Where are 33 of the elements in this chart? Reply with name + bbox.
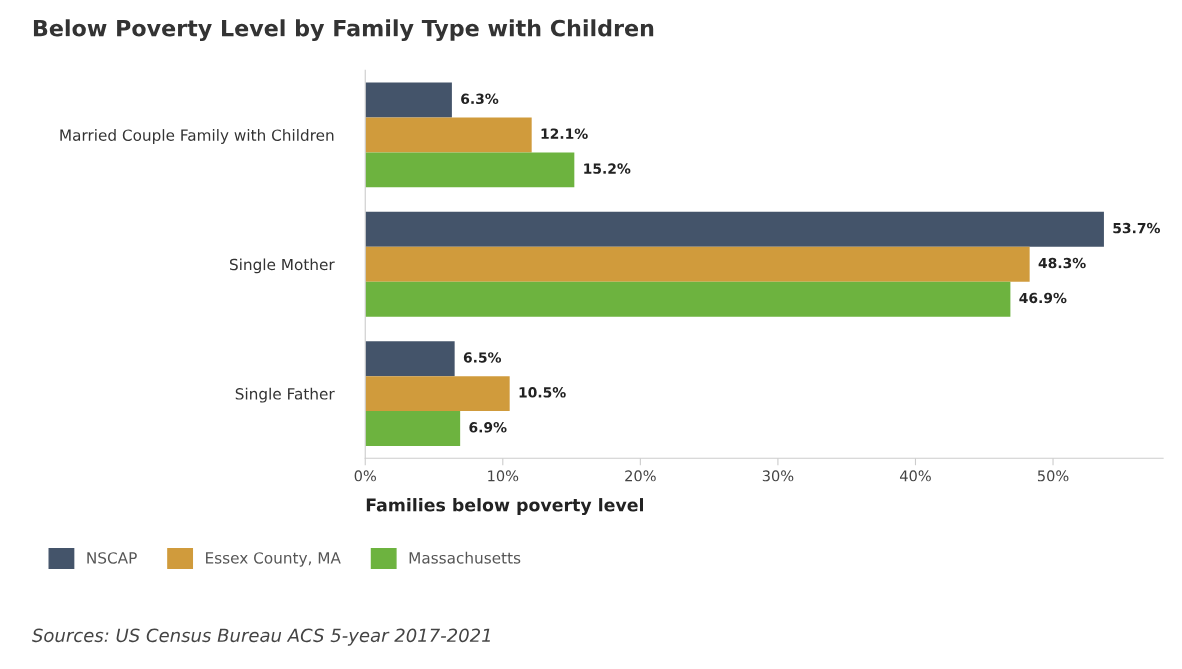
y-tick-label: Married Couple Family with Children	[60, 129, 334, 144]
legend-label: NSCAP	[87, 552, 137, 564]
bar	[365, 376, 510, 412]
bar	[365, 246, 1030, 282]
data-label: 46.9%	[1019, 292, 1067, 304]
x-tick-label: 0%	[354, 470, 376, 482]
data-label: 6.9%	[469, 422, 507, 433]
data-label: 53.7%	[1113, 222, 1161, 234]
data-label: 6.3%	[461, 93, 499, 105]
legend-label: Massachusetts	[409, 551, 521, 564]
bar	[365, 152, 575, 188]
data-label: 48.3%	[1038, 257, 1086, 269]
source-note: Sources: US Census Bureau ACS 5-year 2017-2021	[32, 628, 490, 646]
data-label: 6.5%	[463, 352, 502, 363]
data-label: 15.2%	[584, 163, 631, 174]
bar	[365, 281, 1011, 317]
x-tick-label: 20%	[625, 470, 656, 482]
x-tick-label: 50%	[1037, 470, 1069, 482]
legend-label: Essex County, MA	[206, 552, 341, 567]
data-label: 12.1%	[541, 128, 588, 139]
bar	[365, 82, 452, 118]
bar	[365, 117, 532, 153]
bar	[365, 211, 1104, 247]
x-tick-label: 10%	[488, 470, 519, 482]
bar	[365, 411, 461, 446]
x-tick-label: 40%	[899, 470, 931, 482]
data-label: 10.5%	[519, 387, 566, 398]
chart-title: Below Poverty Level by Family Type with Children	[33, 19, 654, 41]
y-tick-label: Single Mother	[229, 258, 335, 274]
x-tick-label: 30%	[762, 470, 794, 482]
x-axis-title: Families below poverty level	[366, 498, 644, 516]
y-tick-label: Single Father	[235, 387, 335, 403]
bar	[365, 341, 455, 377]
